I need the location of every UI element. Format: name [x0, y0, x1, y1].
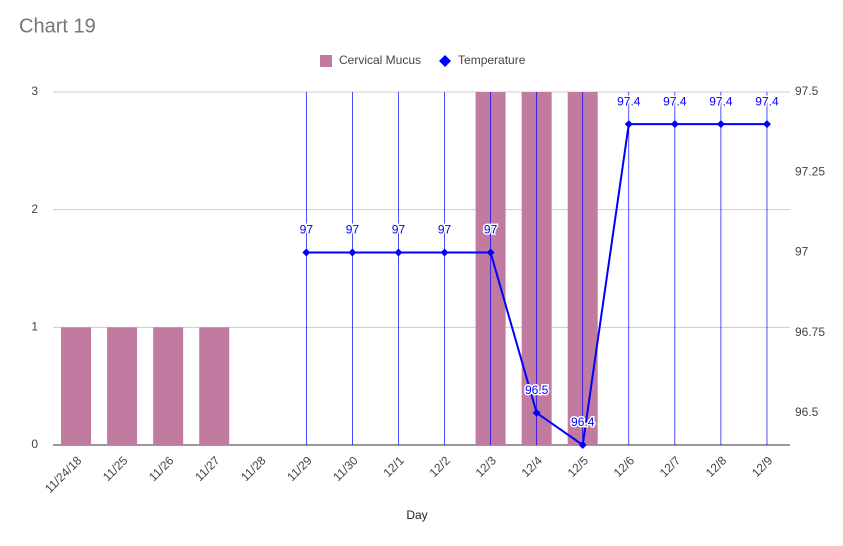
point: [302, 248, 311, 257]
y2-tick-label: 97: [795, 245, 809, 259]
data-label: 97.4: [663, 94, 687, 108]
bar: [153, 327, 184, 445]
data-label: 96.4: [571, 415, 595, 429]
point: [578, 441, 587, 449]
point: [532, 408, 541, 417]
data-label: 97.4: [617, 94, 641, 108]
legend-label: Cervical Mucus: [339, 53, 421, 67]
data-label: 97: [392, 223, 406, 237]
y2-tick-label: 97.25: [795, 164, 825, 178]
point: [670, 120, 679, 129]
x-axis-label: Day: [406, 508, 427, 522]
point: [624, 120, 633, 129]
legend-swatch: [320, 55, 332, 67]
data-label: 97: [438, 223, 452, 237]
point: [348, 248, 357, 257]
data-label: 97: [300, 223, 314, 237]
point: [486, 248, 495, 257]
y2-tick-label: 96.5: [795, 405, 819, 419]
y-tick-label: 1: [31, 320, 38, 334]
chart-title: Chart 19: [19, 15, 96, 37]
y2-tick-label: 96.75: [795, 325, 825, 339]
y-tick-label: 2: [31, 202, 38, 216]
point: [394, 248, 403, 257]
y-tick-label: 3: [31, 84, 38, 98]
y2-tick-label: 97.5: [795, 84, 819, 98]
data-label: 96.5: [525, 383, 549, 397]
legend-swatch: [439, 55, 452, 67]
legend-label: Temperature: [458, 53, 526, 67]
data-label: 97: [346, 223, 360, 237]
bar: [199, 327, 230, 445]
data-label: 97.4: [755, 94, 779, 108]
point: [762, 120, 771, 129]
y-tick-label: 0: [31, 437, 38, 451]
data-label: 97.4: [709, 94, 733, 108]
point: [440, 248, 449, 257]
bar: [107, 327, 138, 445]
point: [716, 120, 725, 129]
bar: [61, 327, 92, 445]
data-label: 97: [484, 223, 498, 237]
